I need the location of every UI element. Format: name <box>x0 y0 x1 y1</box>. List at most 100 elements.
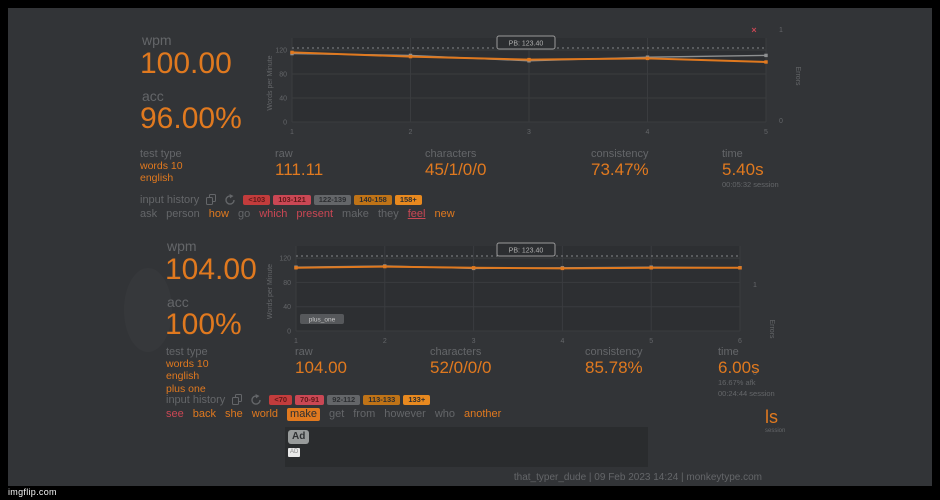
error-marker: × <box>751 25 756 35</box>
speed-legend-badge: <70 <box>269 395 293 405</box>
test-type-line[interactable]: english <box>166 370 200 383</box>
wpm-chart: PB: 123.40 0 40 80 120 1 2 3 4 5 Words per Minute 1… <box>267 25 801 136</box>
speed-legend-badge: 70-91 <box>295 395 325 405</box>
history-word[interactable]: another <box>464 408 502 420</box>
test-type-line[interactable]: words 10 <box>166 358 209 371</box>
cropped-side-text: ls <box>765 407 778 427</box>
errors-axis-label: Errors <box>768 319 775 339</box>
history-word[interactable]: from <box>353 408 376 420</box>
history-word[interactable]: present <box>296 208 334 220</box>
history-word[interactable]: new <box>434 208 455 220</box>
history-word[interactable]: make <box>342 208 369 220</box>
test-type-line[interactable]: english <box>140 172 174 185</box>
test-type-line[interactable]: words 10 <box>140 160 183 173</box>
restart-icon[interactable] <box>250 394 262 406</box>
speed-legend-badge: 122-139 <box>313 195 352 205</box>
y-axis-tick: 120 <box>275 48 287 55</box>
raw-label: raw <box>295 346 313 358</box>
consistency-label: consistency <box>585 346 643 358</box>
test-type-line[interactable]: plus one <box>166 382 206 395</box>
wpm-label: wpm <box>167 238 197 254</box>
input-history-label: input history <box>140 194 200 206</box>
test-type-column: test type words 10 english plus one <box>166 346 209 395</box>
raw-label: raw <box>275 148 293 160</box>
wpm-label: wpm <box>142 32 172 48</box>
x-axis-tick: 5 <box>649 338 653 345</box>
pb-tooltip: PB: 123.40 <box>509 248 544 255</box>
history-word[interactable]: feel <box>407 208 426 220</box>
characters-label: characters <box>430 346 482 358</box>
y-axis-tick: 0 <box>287 329 291 336</box>
session-time: 00:05:32 session <box>722 180 779 190</box>
acc-value: 96.00% <box>140 102 242 135</box>
wpm-value: 100.00 <box>140 47 232 80</box>
input-history-row: input history <70 70-91 92-112 113-133 133+ <box>166 394 431 406</box>
afk-time: 16.67% afk <box>718 378 756 388</box>
x-axis-tick: 1 <box>290 129 294 136</box>
time-value: 5.40s <box>722 160 764 180</box>
ad-badge-small[interactable]: AD <box>288 448 301 457</box>
history-word[interactable]: back <box>192 408 216 420</box>
errors-axis-tick: 0 <box>779 118 783 125</box>
y-axis-tick: 80 <box>283 280 291 287</box>
copy-words-icon[interactable] <box>232 394 243 406</box>
history-word[interactable]: who <box>434 408 456 420</box>
history-word[interactable]: which <box>259 208 288 220</box>
test-type-label: test type <box>140 148 182 160</box>
consistency-value: 73.47% <box>591 160 649 180</box>
time-column: time 6.00s 16.67% afk 00:24:44 session <box>718 346 775 399</box>
errors-axis-label: Errors <box>794 66 801 86</box>
copy-words-icon[interactable] <box>206 194 217 206</box>
characters-label: characters <box>425 148 477 160</box>
raw-value: 104.00 <box>295 358 347 378</box>
history-word[interactable]: go <box>237 208 251 220</box>
x-axis-tick: 6 <box>738 338 742 345</box>
raw-value: 111.11 <box>275 160 324 180</box>
consistency-column: consistency 73.47% <box>591 148 649 180</box>
input-history-label: input history <box>166 394 226 406</box>
x-axis-tick: 1 <box>294 338 298 345</box>
history-word[interactable]: they <box>377 208 399 220</box>
y-axis-label: Words per Minute <box>267 264 274 319</box>
x-axis-tick: 4 <box>560 338 564 345</box>
imgflip-watermark: imgflip.com <box>8 487 57 497</box>
speed-legend-badge: 92-112 <box>327 395 361 405</box>
speed-legend-badge: <103 <box>243 195 271 205</box>
pb-tooltip: PB: 123.40 <box>509 41 544 48</box>
history-word[interactable]: person <box>166 208 200 220</box>
characters-column: characters 45/1/0/0 <box>425 148 486 180</box>
restart-icon[interactable] <box>224 194 236 206</box>
speed-legend: <103 103-121 122-139 140-158 158+ <box>243 195 422 205</box>
history-word[interactable]: get <box>328 408 345 420</box>
history-word[interactable]: world <box>251 408 279 420</box>
x-axis-tick: 4 <box>646 129 650 136</box>
raw-column: raw 104.00 <box>295 346 347 378</box>
history-word[interactable]: however <box>384 408 426 420</box>
wpm-value: 104.00 <box>165 253 257 286</box>
input-history-row: input history <103 103-121 122-139 140-158 1… <box>140 194 422 206</box>
x-axis-tick: 5 <box>764 129 768 136</box>
screenshot-footer: that_typer_dude | 09 Feb 2023 14:24 | mo… <box>513 472 762 483</box>
history-word[interactable]: make <box>287 408 320 422</box>
ad-badge[interactable]: Ad <box>288 430 310 444</box>
y-axis-tick: 0 <box>283 120 287 127</box>
errors-axis-tick: 1 <box>779 27 783 34</box>
y-axis-tick: 40 <box>279 96 287 103</box>
history-word[interactable]: see <box>166 408 184 420</box>
funbox-badge: plus_one <box>309 317 336 324</box>
time-label: time <box>722 148 743 160</box>
characters-value: 45/1/0/0 <box>425 160 487 180</box>
consistency-label: consistency <box>591 148 649 160</box>
ad-container[interactable]: Ad AD <box>285 427 648 467</box>
y-axis-label: Words per Minute <box>267 55 274 110</box>
speed-legend-badge: 103-121 <box>273 195 311 205</box>
characters-column: characters 52/0/0/0 <box>430 346 491 378</box>
history-word[interactable]: she <box>225 408 243 420</box>
acc-label: acc <box>167 294 189 310</box>
history-word[interactable]: ask <box>140 208 158 220</box>
x-axis-tick: 3 <box>472 338 476 345</box>
test-type-column: test type words 10 english <box>140 148 183 185</box>
history-word[interactable]: how <box>208 208 229 220</box>
acc-value: 100% <box>165 308 242 341</box>
